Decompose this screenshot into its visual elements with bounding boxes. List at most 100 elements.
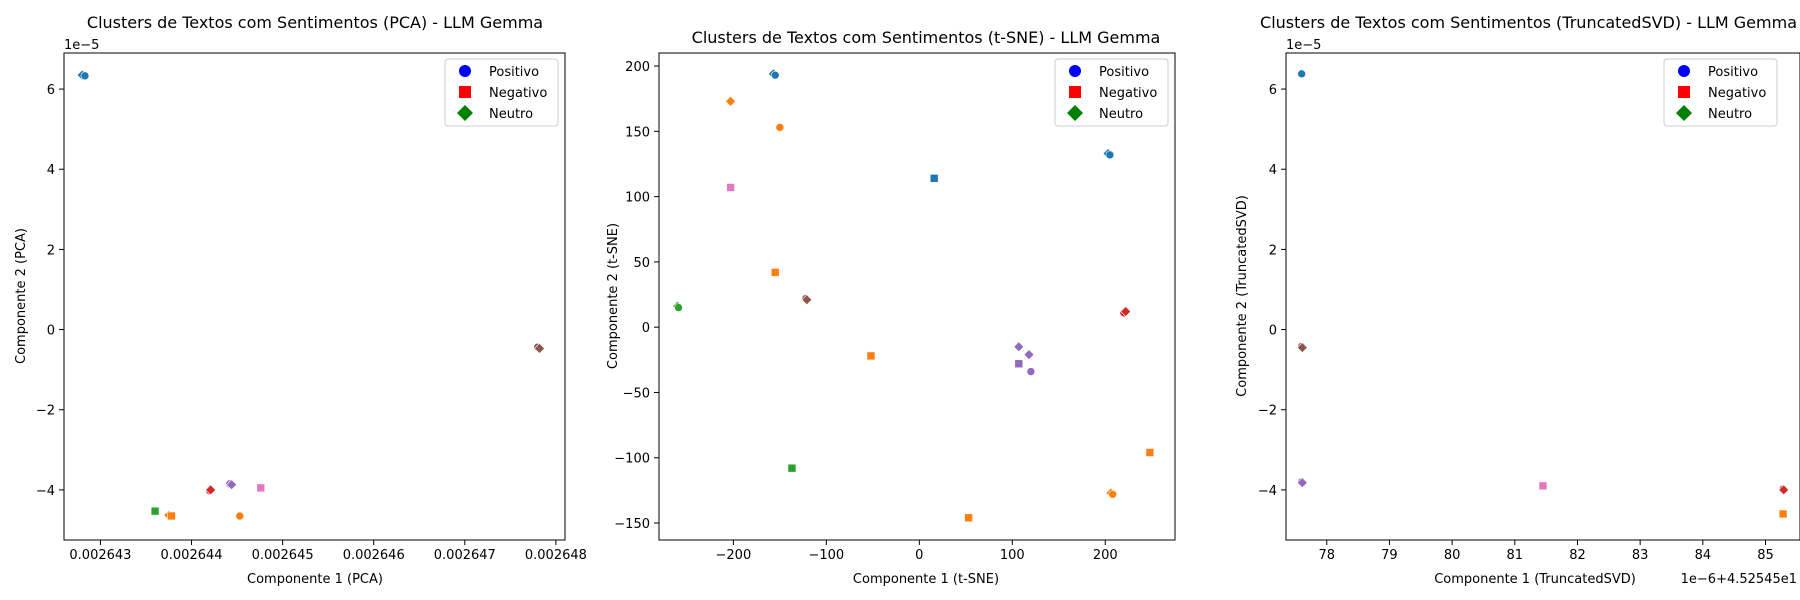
y-tick-label: −150 [614,517,650,532]
data-point [1778,509,1788,519]
legend-label-positivo: Positivo [1708,65,1758,80]
y-tick-label: −2 [1258,404,1277,419]
x-axis-ticks: 78 79 80 81 82 83 84 85 [1318,540,1774,563]
y-tick-label: 6 [47,83,55,98]
y-axis-ticks: −4 −2 0 2 4 6 [1258,83,1286,499]
plot-area [1285,52,1800,541]
x-tick-label: 82 [1569,548,1586,563]
legend-label-neutro: Neutro [1708,107,1752,122]
x-tick-label: −100 [808,548,844,563]
y-tick-label: 6 [1269,83,1277,98]
x-tick-label: 84 [1695,548,1712,563]
data-point [1014,359,1024,369]
data-point [1778,484,1790,496]
x-tick-label: 85 [1757,548,1774,563]
chart-title: Clusters de Textos com Sentimentos (PCA)… [87,13,543,32]
points-layer [1296,69,1790,519]
data-point [770,70,780,80]
legend: Positivo Negativo Neutro [1054,58,1169,127]
data-point [1296,342,1308,354]
data-point [1105,150,1115,160]
x-tick-label: 0.002643 [69,548,131,563]
legend-label-neutro: Neutro [1099,107,1143,122]
x-tick-label: 0.002647 [434,548,496,563]
x-tick-label: 200 [1093,548,1118,563]
data-point [1297,69,1306,79]
points-layer [76,69,545,521]
y-axis-ticks: −150 −100 −50 0 50 100 150 200 [614,60,659,532]
y-tick-label: 4 [1269,163,1277,178]
y-tick-label: 150 [625,125,650,140]
chart-panel-tsne: Clusters de Textos com Sentimentos (t-SN… [606,28,1176,587]
plot-area [63,52,566,541]
x-tick-label: 79 [1381,548,1398,563]
data-point [80,71,90,81]
legend: Positivo Negativo Neutro [444,58,559,127]
legend-box [1054,58,1169,127]
x-tick-label: 0.002646 [343,548,405,563]
plot-area [658,52,1176,541]
y-tick-label: −4 [1258,484,1277,499]
x-tick-label: 80 [1444,548,1461,563]
y-tick-label: −50 [623,386,650,401]
y-tick-label: 100 [625,191,650,206]
data-point [1120,306,1132,317]
legend-label-negativo: Negativo [1099,86,1157,101]
legend-label-positivo: Positivo [489,65,539,80]
data-point [726,183,735,192]
y-tick-label: 2 [1269,243,1277,258]
legend-marker-neutro [457,105,473,121]
y-axis-label: Componente 2 (PCA) [14,228,29,364]
legend-marker-positivo [1069,65,1081,77]
y-axis-label: Componente 2 (TruncatedSVD) [1235,195,1250,397]
legend-label-neutro: Neutro [489,107,533,122]
data-point [725,95,737,107]
data-point [866,351,876,361]
points-layer [672,68,1155,523]
data-point [534,342,545,354]
x-multiplier: 1e−6+4.52545e1 [1681,572,1797,587]
x-tick-label: 0 [915,548,923,563]
data-point [150,506,160,516]
x-tick-label: 0.002644 [161,548,223,563]
data-point [256,483,266,493]
chart-title: Clusters de Textos com Sentimentos (t-SN… [692,28,1161,47]
legend-marker-negativo [1069,86,1081,98]
legend-box [444,58,559,127]
data-point [964,513,973,523]
data-point [770,268,780,277]
y-axis-label: Componente 2 (t-SNE) [606,223,621,369]
x-tick-label: 0.002645 [252,548,314,563]
data-point [1023,349,1035,361]
x-axis-label: Componente 1 (t-SNE) [853,572,999,587]
data-point [226,479,238,491]
y-multiplier: 1e−5 [1286,38,1321,53]
data-point [235,511,245,521]
chart-panel-pca: Clusters de Textos com Sentimentos (PCA)… [14,13,587,587]
y-tick-label: 2 [47,243,55,258]
y-tick-label: 0 [1269,324,1277,339]
data-point [167,511,176,521]
y-tick-label: 0 [47,324,55,339]
y-tick-label: 200 [625,60,650,75]
legend: Positivo Negativo Neutro [1663,58,1778,127]
legend-marker-positivo [1678,65,1690,77]
chart-title: Clusters de Textos com Sentimentos (Trun… [1260,13,1797,32]
y-tick-label: 4 [47,163,55,178]
legend-marker-neutro [1067,105,1083,121]
data-point [1108,490,1118,499]
legend-label-positivo: Positivo [1099,65,1149,80]
y-tick-label: −4 [36,484,55,499]
data-point [929,174,939,183]
legend-marker-positivo [459,65,471,77]
x-tick-label: 0.002648 [525,548,587,563]
data-point [1296,477,1308,489]
y-tick-label: 0 [642,321,650,336]
x-axis-ticks: 0.002643 0.002644 0.002645 0.002646 0.002647… [69,540,587,563]
x-tick-label: 78 [1318,548,1335,563]
data-point [205,484,217,496]
legend-marker-neutro [1676,105,1692,121]
legend-marker-negativo [1678,86,1690,98]
chart-panel-truncatedsvd: Clusters de Textos com Sentimentos (Trun… [1235,13,1800,587]
